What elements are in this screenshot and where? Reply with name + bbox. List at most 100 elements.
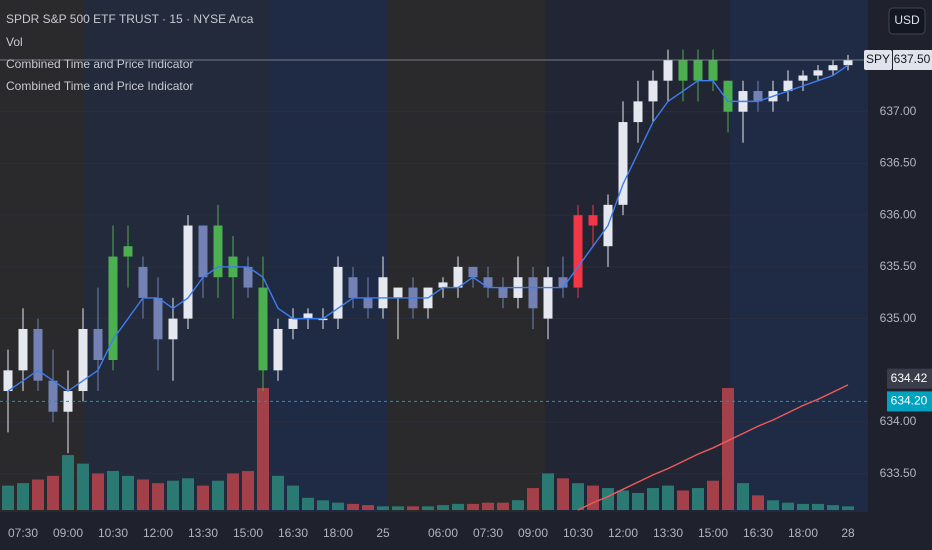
x-tick-label: 16:30 (278, 526, 308, 540)
volume-bar (527, 488, 539, 510)
volume-bar (722, 388, 734, 510)
candle-body (123, 246, 133, 257)
volume-bar (602, 488, 614, 510)
volume-bar (362, 505, 374, 510)
volume-bar (227, 473, 239, 510)
y-tick-label: 636.00 (880, 207, 917, 221)
session-band (270, 0, 388, 512)
volume-bar (632, 492, 644, 510)
x-tick-label: 18:00 (323, 526, 353, 540)
price-tag (893, 50, 932, 70)
volume-bar (647, 488, 659, 510)
symbol-tag-label: SPY (866, 52, 890, 66)
x-tick-label: 15:00 (233, 526, 263, 540)
candle-body (33, 328, 43, 381)
y-tick-label: 634.00 (880, 414, 917, 428)
candle-body (333, 266, 343, 319)
x-tick-label: 12:00 (143, 526, 173, 540)
volume-bar (122, 475, 134, 510)
volume-bar (812, 503, 824, 510)
volume-bar (587, 485, 599, 510)
x-tick-label: 07:30 (473, 526, 503, 540)
candle-body (93, 328, 103, 360)
price-axis (868, 0, 932, 550)
candle-body (363, 297, 373, 309)
candle-body (843, 60, 853, 66)
candle-body (798, 75, 808, 81)
currency-button[interactable] (888, 7, 926, 35)
candle-body (318, 318, 328, 321)
volume-bar (17, 483, 29, 510)
x-tick-label: 18:00 (788, 526, 818, 540)
volume-bar (107, 470, 119, 510)
candle-body (723, 80, 733, 112)
candle-body (453, 266, 463, 288)
volume-bar (572, 483, 584, 510)
volume-bar (347, 503, 359, 510)
candle-body (48, 380, 58, 412)
candle-body (483, 277, 493, 288)
volume-bar (767, 500, 779, 510)
volume-bar (137, 479, 149, 510)
x-tick-label: 12:00 (608, 526, 638, 540)
volume-bar (317, 500, 329, 510)
candle-body (663, 60, 673, 81)
candle-body (213, 225, 223, 278)
indicator-label: Combined Time and Price Indicator (6, 79, 193, 93)
session-bands (0, 0, 868, 512)
candle-body (438, 282, 448, 288)
candle-body (618, 122, 628, 205)
candle-body (528, 277, 538, 309)
candle-body (78, 328, 88, 392)
candle-body (108, 256, 118, 360)
x-tick-label: 16:30 (743, 526, 773, 540)
x-tick-label: 15:00 (698, 526, 728, 540)
volume-bar (197, 485, 209, 510)
candle-body (648, 80, 658, 102)
x-tick-label: 25 (376, 526, 390, 540)
volume-bar (827, 505, 839, 510)
candle-body (633, 101, 643, 123)
volume-bar (452, 503, 464, 510)
price-tag-label: 634.42 (891, 371, 928, 385)
x-tick-label: 28 (841, 526, 855, 540)
volume-bar (557, 478, 569, 510)
price-tag (887, 391, 932, 412)
volume-bar (737, 483, 749, 510)
x-tick-label: 10:30 (563, 526, 593, 540)
axes: 633.50 634.00 635.00 635.50 636.00 636.50 637.… (8, 50, 932, 540)
volume-bar (257, 388, 269, 510)
y-tick-label: 635.00 (880, 311, 917, 325)
candle-body (678, 60, 688, 81)
x-tick-label: 07:30 (8, 526, 38, 540)
volume-bar (92, 473, 104, 510)
volume-bar (497, 502, 509, 510)
x-tick-label: 13:30 (188, 526, 218, 540)
indicator-label: Combined Time and Price Indicator (6, 57, 193, 71)
symbol-tag (864, 50, 892, 70)
candle-body (3, 370, 13, 392)
trend-line (577, 384, 849, 511)
volume-bar (677, 490, 689, 510)
x-tick-label: 10:30 (98, 526, 128, 540)
x-tick-label: 06:00 (428, 526, 458, 540)
y-tick-label: 636.50 (880, 156, 917, 170)
volume-bar (842, 506, 854, 510)
volume-bar (467, 503, 479, 510)
candle-body (288, 318, 298, 329)
y-tick-label: 637.00 (880, 104, 917, 118)
volume-bar (272, 475, 284, 510)
volume-bar (302, 497, 314, 510)
volume-bar (797, 503, 809, 510)
volume (2, 388, 854, 510)
volume-bar (752, 495, 764, 510)
indicator-label: Vol (6, 35, 23, 49)
candle-body (138, 266, 148, 298)
candle-body (498, 287, 508, 298)
currency-label[interactable]: USD (894, 13, 920, 27)
volume-bar (692, 488, 704, 510)
volume-bar (377, 506, 389, 510)
volume-bar (662, 485, 674, 510)
volume-bar (482, 502, 494, 510)
